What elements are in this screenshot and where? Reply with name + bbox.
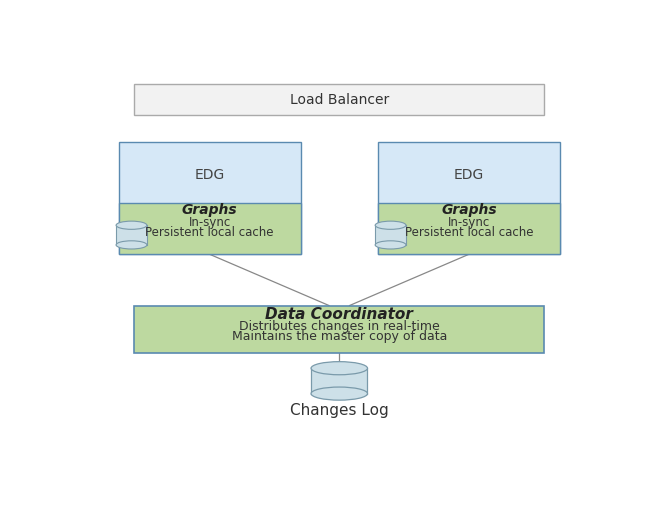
Ellipse shape [116,221,147,229]
Ellipse shape [311,387,367,400]
Text: Graphs: Graphs [441,204,496,218]
Text: Graphs: Graphs [182,204,238,218]
Text: EDG: EDG [453,169,484,182]
Text: Changes Log: Changes Log [290,403,389,418]
Bar [116,225,147,245]
FancyBboxPatch shape [118,142,301,254]
FancyBboxPatch shape [378,203,560,254]
FancyBboxPatch shape [118,203,301,254]
Text: Maintains the master copy of data: Maintains the master copy of data [232,330,447,343]
Text: Data Coordinator: Data Coordinator [265,307,413,322]
FancyBboxPatch shape [134,305,545,353]
Ellipse shape [375,241,406,249]
Text: Persistent local cache: Persistent local cache [404,226,533,239]
FancyBboxPatch shape [378,142,560,254]
FancyBboxPatch shape [134,85,545,115]
Text: Persistent local cache: Persistent local cache [146,226,274,239]
Text: In-sync: In-sync [448,217,490,229]
Bar [311,368,367,394]
Ellipse shape [311,362,367,375]
Text: In-sync: In-sync [189,217,231,229]
Ellipse shape [116,241,147,249]
Text: Load Balancer: Load Balancer [290,93,389,107]
Text: Distributes changes in real-time: Distributes changes in real-time [239,320,440,334]
Ellipse shape [375,221,406,229]
Text: EDG: EDG [195,169,225,182]
Bar [375,225,406,245]
